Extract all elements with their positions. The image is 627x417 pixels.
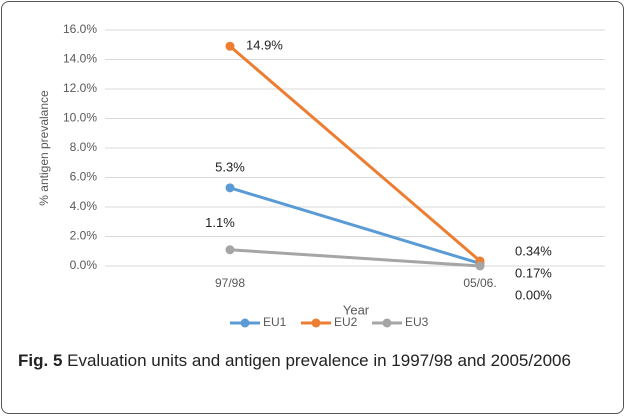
caption-text: Evaluation units and antigen prevalence … [67,351,571,370]
caption-label: Fig. 5 [18,351,63,370]
y-tick-label: 12.0% [63,81,97,95]
legend-label: EU3 [405,315,429,329]
series-line [229,186,481,265]
legend-marker [311,318,321,328]
y-tick-label: 6.0% [70,170,98,184]
value-label: 0.34% [515,243,552,258]
legend-label: EU2 [334,315,358,329]
value-label: 0.17% [515,265,552,280]
chart: % antigen prevalance Year 0.0% 2.0% 4.0% 6.… [37,22,605,329]
y-tick-label: 2.0% [70,229,98,243]
y-tick-label: 16.0% [63,22,97,36]
caption: Fig. 5 Evaluation units and antigen prev… [18,348,578,374]
marker [475,261,485,271]
series-line [229,45,481,263]
marker [225,183,235,193]
marker [225,41,235,51]
x-axis-title: Year [343,302,370,317]
value-label: 1.1% [205,215,235,230]
x-tick-label: 05/06. [463,276,496,290]
legend-label: EU1 [263,315,287,329]
y-tick-label: 4.0% [70,199,98,213]
x-tick-label: 97/98 [215,276,245,290]
y-tick-label: 0.0% [70,258,98,272]
y-tick-label: 10.0% [63,111,97,125]
series-line [229,248,481,268]
legend-marker [240,318,250,328]
y-axis-title: % antigen prevalance [37,90,51,206]
value-label: 5.3% [215,159,245,174]
value-label: 14.9% [246,38,283,53]
y-tick-label: 14.0% [63,52,97,66]
legend-marker [382,318,392,328]
value-label: 0.00% [515,287,552,302]
marker [225,245,235,255]
y-tick-label: 8.0% [70,140,98,154]
